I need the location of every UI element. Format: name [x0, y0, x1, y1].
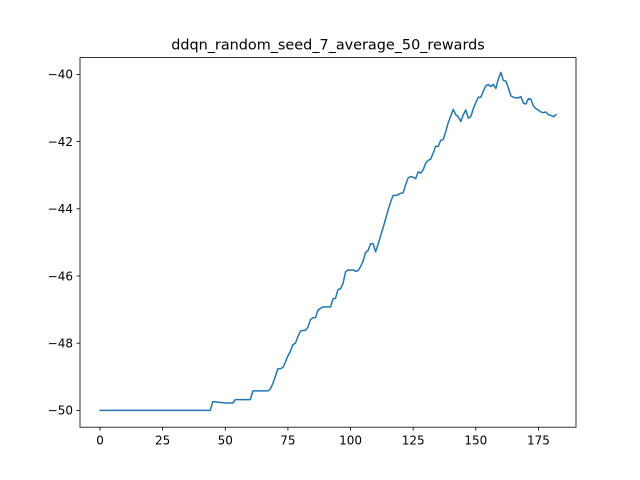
y-tick-label: −44 [48, 202, 73, 216]
plot-area-frame [79, 57, 577, 428]
x-tick-label: 50 [218, 434, 233, 448]
x-tick-label: 125 [402, 434, 425, 448]
y-tick-label: −40 [48, 68, 73, 82]
y-tick-label: −46 [48, 269, 73, 283]
series-line [99, 71, 558, 412]
x-tick-label: 75 [280, 434, 295, 448]
y-tick-label: −48 [48, 337, 73, 351]
chart-title: ddqn_random_seed_7_average_50_rewards [171, 38, 485, 54]
x-tick-label: 150 [464, 434, 487, 448]
series-layer [99, 71, 558, 412]
x-tick-label: 25 [155, 434, 170, 448]
y-tick-label: −42 [48, 135, 73, 149]
x-tick-label: 175 [527, 434, 550, 448]
y-tick-label: −50 [48, 404, 73, 418]
y-axis: −50 −48 −46 −44 −42 −40 [48, 68, 80, 418]
x-axis: 0 25 50 75 100 125 150 175 [96, 427, 550, 448]
x-tick-label: 0 [96, 434, 104, 448]
x-tick-label: 100 [339, 434, 362, 448]
